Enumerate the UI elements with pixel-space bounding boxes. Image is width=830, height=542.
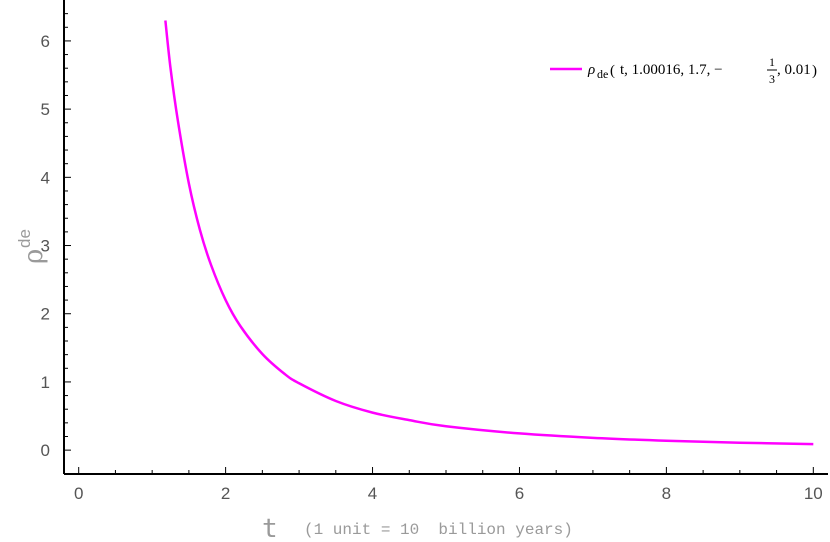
x-axis-label-symbol: t — [262, 514, 278, 542]
x-tick-label: 2 — [221, 484, 230, 503]
y-tick-label: 3 — [41, 237, 50, 256]
y-axis-label-symbol: ρ — [19, 249, 49, 264]
legend-subscript: de — [597, 67, 608, 81]
x-tick-label: 0 — [74, 484, 83, 503]
legend-frac-numerator: 1 — [769, 55, 775, 69]
y-tick-label: 6 — [41, 32, 50, 51]
legend-close-paren: ) — [812, 63, 817, 79]
y-axis-label-superscript: de — [15, 229, 34, 248]
series-line-rho-de — [164, 20, 814, 446]
x-axis-tick-labels: 0 2 4 6 8 10 — [74, 484, 823, 503]
y-axis-tick-labels: 0 1 2 3 4 5 6 — [41, 32, 50, 460]
y-tick-label: 0 — [41, 441, 50, 460]
y-tick-label: 2 — [41, 305, 50, 324]
legend-rho: ρ — [587, 62, 595, 78]
y-axis-label: ρ de — [15, 229, 49, 264]
legend-open-paren: ( — [610, 63, 615, 79]
x-tick-label: 10 — [804, 484, 823, 503]
x-tick-label: 4 — [368, 484, 377, 503]
x-axis-label-note: (1 unit = 10 billion years) — [304, 521, 573, 539]
x-axis-ticks — [78, 467, 814, 474]
legend-frac-denominator: 3 — [769, 72, 775, 86]
x-tick-label: 6 — [515, 484, 524, 503]
y-axis-ticks — [64, 13, 71, 451]
y-tick-label: 4 — [41, 168, 50, 187]
x-tick-label: 8 — [662, 484, 671, 503]
legend: ρ de ( t, 1.00016, 1.7, − 1 3 , 0.01 ) — [550, 55, 817, 86]
legend-args: t, 1.00016, 1.7, − — [620, 62, 723, 78]
y-tick-label: 5 — [41, 100, 50, 119]
y-tick-label: 1 — [41, 373, 50, 392]
legend-args-end: , 0.01 — [777, 62, 811, 78]
